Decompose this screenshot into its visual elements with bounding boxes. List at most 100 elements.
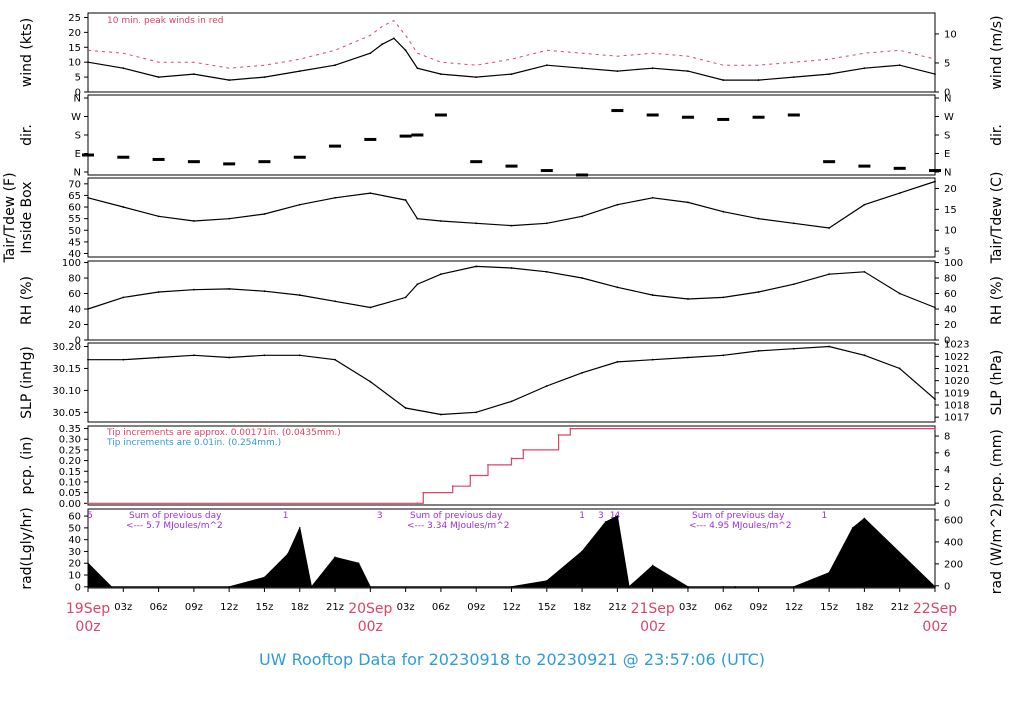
series-point <box>475 265 478 268</box>
left-tick-label: 5 <box>75 73 81 84</box>
series-point <box>475 222 478 225</box>
right-tick-label: 8 <box>944 432 950 443</box>
hour-label: 09z <box>750 602 768 613</box>
radiation-point <box>87 562 89 565</box>
left-tick-label: 0.30 <box>59 435 81 446</box>
left-tick-label: 65 <box>68 191 81 202</box>
right-tick-label: 0 <box>944 336 950 347</box>
series-point <box>828 73 831 76</box>
series-point <box>616 203 619 206</box>
series-point <box>863 67 866 70</box>
right-tick-label: 0 <box>944 88 950 99</box>
left-tick-label: 30.20 <box>52 342 81 353</box>
hour-label: 12z <box>503 602 521 613</box>
series-point <box>828 227 831 229</box>
right-tick-label: 0 <box>944 499 950 510</box>
radiation-sum-label: Sum of previous day <box>410 511 503 521</box>
series-temp-3 <box>87 180 936 229</box>
figure-title: UW Rooftop Data for 20230918 to 20230921… <box>259 650 765 669</box>
right-axis-label: SLP (hPa) <box>989 350 1005 416</box>
radiation-point <box>628 586 630 588</box>
direction-point <box>434 113 447 117</box>
direction-point <box>329 144 342 148</box>
left-tick-label: 20 <box>68 559 81 570</box>
series-point <box>451 485 454 488</box>
left-tick-label: 0.25 <box>59 445 81 456</box>
day-label: 21Sep <box>631 601 675 617</box>
right-tick-label: 20 <box>944 184 957 195</box>
panel-slp: 30.05 30.10 30.15 30.20 1017 1018101910201021… <box>19 340 1005 424</box>
series-point <box>122 296 125 299</box>
left-tick-label: 40 <box>68 535 81 546</box>
radiation-point <box>298 527 301 529</box>
right-tick-label: N <box>944 168 951 179</box>
radiation-sum-value: <--- 4.95 MJoules/m^2 <box>689 521 791 531</box>
radiation-point <box>851 527 854 529</box>
series-point <box>651 358 654 361</box>
series-point <box>792 222 795 225</box>
series-point <box>192 354 195 357</box>
left-tick-label: 25 <box>68 13 81 24</box>
series-point <box>228 79 231 81</box>
panel-frame <box>87 177 936 258</box>
series-line <box>88 345 936 416</box>
direction-point <box>117 155 130 159</box>
series-point <box>228 287 231 290</box>
direction-point <box>717 117 730 121</box>
radiation-point <box>110 586 113 588</box>
series-point <box>722 296 725 299</box>
left-tick-label: 40 <box>68 305 81 316</box>
series-point <box>157 215 160 218</box>
left-tick-label: 20 <box>68 320 81 331</box>
radiation-marker: 1 <box>610 511 616 521</box>
series-point <box>369 306 372 309</box>
left-tick-label: 0 <box>75 582 81 593</box>
radiation-point <box>734 586 736 588</box>
direction-point <box>858 164 871 168</box>
hour-label: 15z <box>538 602 556 613</box>
right-tick-label: 4 <box>944 465 950 476</box>
panel-wind: 0 5 10 15 20 25 0 5 10 wind (kts) wind (m/s) 10 min… <box>19 12 1005 99</box>
hour-label: 09z <box>185 602 203 613</box>
series-point <box>334 196 336 199</box>
panel-frame <box>87 425 936 506</box>
series-point <box>334 358 336 361</box>
radiation-point <box>263 576 266 579</box>
panel-frame <box>87 94 936 176</box>
hour-label: 12z <box>785 602 803 613</box>
right-axis-label: pcp. (mm) <box>989 429 1005 502</box>
left-axis-label: RH (%) <box>19 276 35 325</box>
series-wind-0 <box>87 37 936 81</box>
series-point <box>687 70 689 73</box>
hour-label: 21z <box>891 602 909 613</box>
series-point <box>510 267 513 269</box>
hour-label: 12z <box>220 602 238 613</box>
left-tick-label: 10 <box>68 58 81 69</box>
series-point <box>122 358 125 361</box>
left-tick-label: 60 <box>68 203 81 214</box>
series-line <box>87 37 936 81</box>
series-point <box>792 283 795 286</box>
panel-frame <box>87 342 936 423</box>
panel-frame <box>87 260 936 341</box>
direction-point <box>258 160 271 164</box>
series-point <box>440 273 442 276</box>
series-point <box>440 413 442 416</box>
right-tick-label: 1020 <box>944 376 969 387</box>
radiation-point <box>287 553 289 555</box>
right-tick-label: 10 <box>944 226 957 237</box>
series-point <box>863 354 866 357</box>
radiation-sum-label: Sum of previous day <box>129 511 222 521</box>
left-axis-label: SLP (inHg) <box>19 346 35 419</box>
series-pcp-6 <box>87 427 936 505</box>
left-tick-label: N <box>74 94 81 105</box>
series-point <box>687 201 689 204</box>
series-point <box>581 371 583 374</box>
left-tick-label: 15 <box>68 43 81 54</box>
right-tick-label: 5 <box>944 58 950 69</box>
left-tick-label: 0.10 <box>59 477 81 488</box>
series-point <box>651 196 654 199</box>
